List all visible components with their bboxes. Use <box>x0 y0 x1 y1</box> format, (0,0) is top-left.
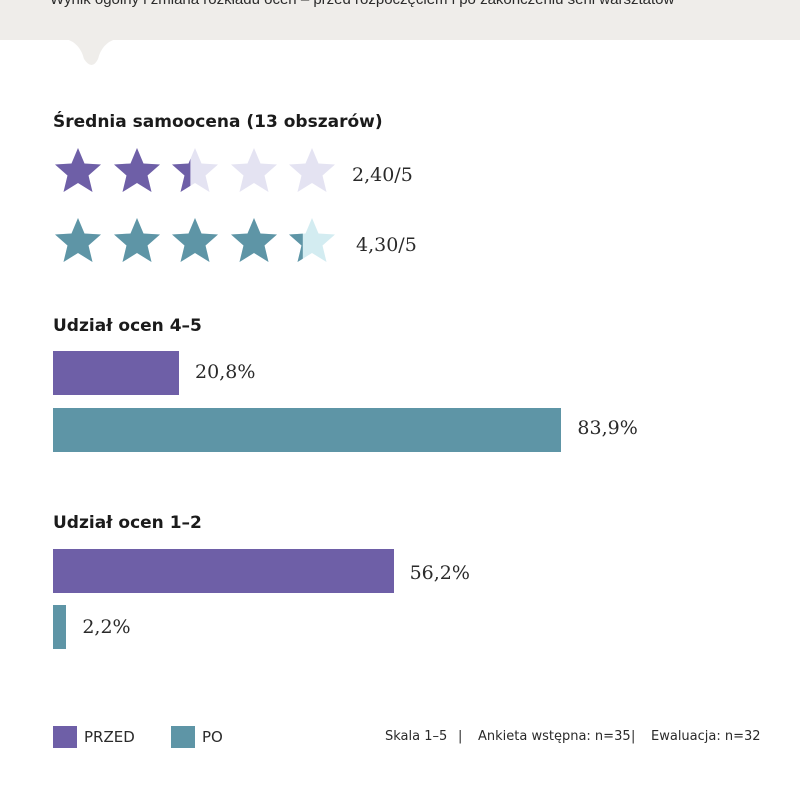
stars-po <box>52 216 352 268</box>
przed-star-5 <box>289 148 335 192</box>
legend-swatch-przed <box>53 726 77 748</box>
bar-label-low-po: 2,2% <box>82 616 131 638</box>
legend-label-po: PO <box>202 728 223 746</box>
po-star-1 <box>55 218 101 262</box>
po-star-5 <box>289 218 335 262</box>
bar-high-po <box>53 408 562 452</box>
chart-subtitle: Wynik ogólny i zmiana rozkładu ocen – pr… <box>50 0 770 8</box>
bar-low-po <box>53 605 67 649</box>
legend-label-przed: PRZED <box>84 728 135 746</box>
bar-label-high-po: 83,9% <box>577 417 638 439</box>
score-label-przed: 2,40/5 <box>352 164 413 186</box>
share-low-title: Udział ocen 1–2 <box>53 513 202 533</box>
score-label-po: 4,30/5 <box>356 234 417 256</box>
bar-low-przed <box>53 549 394 593</box>
bar-high-przed <box>53 351 180 395</box>
przed-star-4 <box>230 148 277 192</box>
header-pointer <box>66 39 116 65</box>
footnote-separator-1: | <box>458 729 463 744</box>
bar-label-low-przed: 56,2% <box>409 562 470 584</box>
footnote-evaluation: Ewaluacja: n=32 <box>651 729 761 744</box>
przed-star-2 <box>113 148 160 192</box>
przed-star-3 <box>172 148 218 192</box>
share-high-title: Udział ocen 4–5 <box>53 316 202 336</box>
rating-title: Średnia samoocena (13 obszarów) <box>53 112 383 132</box>
footnote-pre-survey: Ankieta wstępna: n=35 <box>478 729 631 744</box>
po-star-3 <box>172 218 218 262</box>
po-star-4 <box>230 218 277 262</box>
bar-label-high-przed: 20,8% <box>195 361 256 383</box>
footnote-separator-2: | <box>631 729 636 744</box>
legend-swatch-po <box>171 726 195 748</box>
przed-star-1 <box>55 148 101 192</box>
po-star-2 <box>113 218 160 262</box>
stars-przed <box>52 146 352 198</box>
footnote-scale: Skala 1–5 <box>385 729 448 744</box>
header-band: Wynik ogólny i zmiana rozkładu ocen – pr… <box>0 0 800 40</box>
